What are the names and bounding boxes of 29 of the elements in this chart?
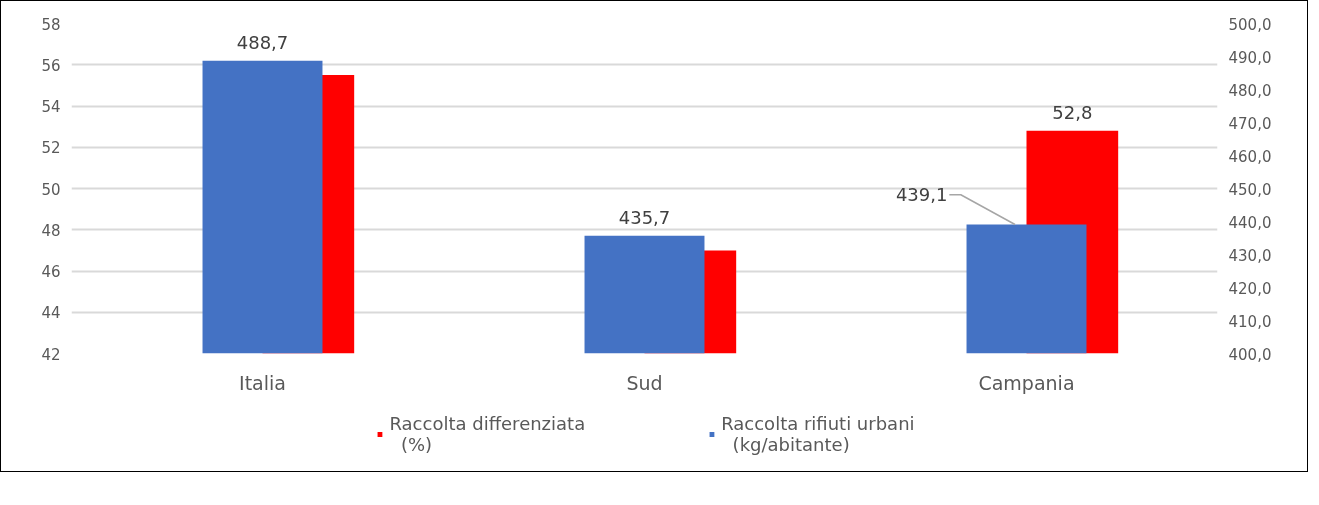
y2-tick-label: 400,0	[1228, 345, 1272, 364]
y-tick-label: 44	[41, 304, 61, 323]
data-label: 52,8	[1052, 101, 1093, 123]
y-tick-label: 42	[41, 345, 61, 364]
y2-tick-label: 460,0	[1228, 147, 1272, 166]
y-tick-label: 54	[41, 98, 61, 116]
y2-tick-label: 450,0	[1228, 180, 1272, 199]
data-label: 439,1	[895, 184, 948, 206]
y2-tick-label: 480,0	[1228, 81, 1272, 100]
y2-tick-label: 430,0	[1228, 246, 1272, 265]
y-tick-label: 56	[41, 56, 61, 75]
y2-tick-label: 410,0	[1228, 312, 1272, 331]
x-tick-label: Sud	[626, 371, 663, 394]
x-tick-label: Campania	[978, 371, 1075, 394]
y-tick-label: 52	[41, 139, 61, 158]
data-label: 488,7	[236, 31, 289, 53]
y-tick-label: 50	[41, 180, 61, 199]
legend-label: Raccolta differenziata (%)	[389, 412, 586, 455]
y-tick-label: 58	[41, 15, 61, 34]
y2-tick-label: 500,0	[1228, 15, 1272, 34]
data-label: 435,7	[618, 206, 671, 228]
y-tick-label: 48	[41, 221, 61, 240]
legend-label: Raccolta rifiuti urbani (kg/abitante)	[721, 412, 915, 455]
y2-tick-label: 420,0	[1228, 279, 1272, 298]
y2-tick-label: 470,0	[1228, 114, 1272, 133]
y2-tick-label: 490,0	[1228, 48, 1272, 67]
y2-tick-label: 440,0	[1228, 213, 1272, 232]
y-tick-label: 46	[41, 263, 61, 281]
x-tick-label: Italia	[239, 371, 286, 394]
